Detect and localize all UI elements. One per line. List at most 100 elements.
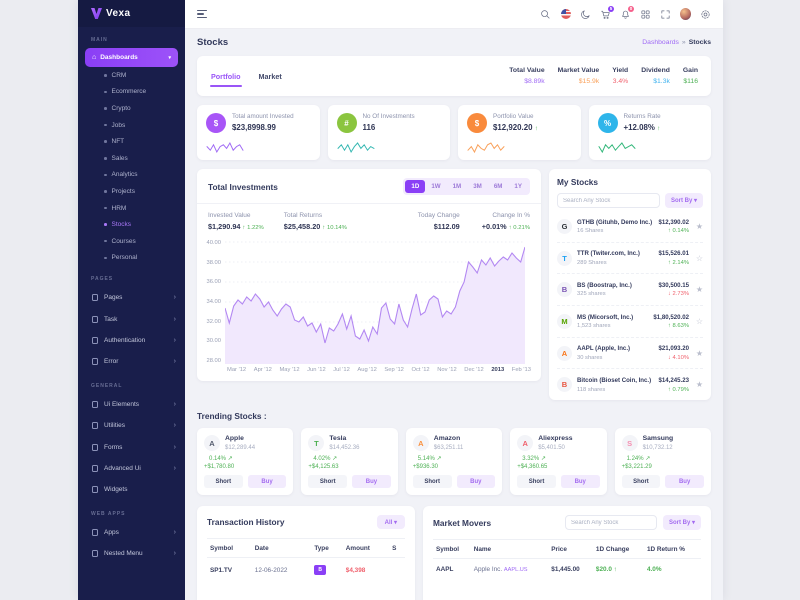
stock-row-aapl[interactable]: A AAPL (Apple, Inc.) $21,093.20 30 shares… xyxy=(557,338,703,370)
short-button[interactable]: Short xyxy=(621,475,661,489)
sidebar-item-widgets[interactable]: Widgets xyxy=(78,479,185,500)
stock-row-ttr[interactable]: T TTR (Twiter.com, Inc.) $15,526.01 289 S… xyxy=(557,243,703,275)
sidebar-item-dashboards[interactable]: ⌂ Dashboards ▾ xyxy=(85,48,178,67)
returns-rate-spark xyxy=(598,142,635,154)
sidebar-item-sales[interactable]: Sales xyxy=(78,150,185,167)
range-1d[interactable]: 1D xyxy=(405,180,426,193)
buy-button[interactable]: Buy xyxy=(247,475,287,489)
sidebar-item-projects[interactable]: Projects xyxy=(78,183,185,200)
sidebar-item-jobs[interactable]: Jobs xyxy=(78,117,185,134)
buy-button[interactable]: Buy xyxy=(665,475,704,489)
pages-icon xyxy=(92,294,98,302)
sidebar-item-apps[interactable]: Apps › xyxy=(78,522,185,543)
portfolio-value-spark xyxy=(467,142,505,154)
table-row[interactable]: SP1.TV 12-06-2022 B $4,398 xyxy=(210,565,366,576)
avatar[interactable] xyxy=(680,8,691,20)
bullet-icon xyxy=(104,223,107,226)
stat-dividend: Dividend $1.3k xyxy=(641,67,670,85)
kpi-no-of-investments: # No Of Investments 116 xyxy=(327,105,450,160)
sidebar-item-nested-menu[interactable]: Nested Menu › xyxy=(78,543,185,564)
stock-row-bs[interactable]: B BS (Boostrap, Inc.) $30,500.15 325 shar… xyxy=(557,274,703,307)
range-1w[interactable]: 1W xyxy=(431,183,441,190)
cart-badge: 5 xyxy=(608,5,614,12)
trending-card-tesla: T Tesla $14,452.36 4.02% ↗ +$4,125.63 Shor… xyxy=(301,428,398,496)
github-icon: G xyxy=(557,218,572,234)
moon-icon[interactable] xyxy=(580,9,591,20)
buy-button[interactable]: Buy xyxy=(560,475,600,489)
total-invested-spark xyxy=(206,141,244,154)
sidebar-item-pages[interactable]: Pages › xyxy=(78,287,185,308)
short-button[interactable]: Short xyxy=(308,475,348,489)
header-icons: 5 0 xyxy=(540,5,711,20)
table-row[interactable]: AAPL Apple Inc. AAPL.US $1,445.00 $20.0 … xyxy=(436,566,662,574)
stock-row-gthb[interactable]: G GTHB (Gituhb, Demo Inc.) $12,390.02 16 … xyxy=(557,211,703,243)
apps-grid-icon[interactable] xyxy=(640,9,651,20)
kpi-total-invested: $ Total amount Invested $23,8998.99 xyxy=(197,105,320,160)
sidebar-item-hrm[interactable]: HRM xyxy=(78,200,185,217)
range-1y[interactable]: 1Y xyxy=(514,183,522,190)
sidebar-item-ecommerce[interactable]: Ecommerce xyxy=(78,84,185,101)
app-logo[interactable]: Vexa xyxy=(78,0,185,27)
card-title: Market Movers xyxy=(433,517,492,528)
filter-all-button[interactable]: All ▾ xyxy=(376,515,405,530)
gear-icon[interactable] xyxy=(700,9,711,20)
tab-portfolio[interactable]: Portfolio xyxy=(210,68,242,87)
sort-by-button[interactable]: Sort By ▾ xyxy=(664,193,703,208)
sort-by-button[interactable]: Sort By ▾ xyxy=(662,515,701,531)
sidebar-item-crm[interactable]: CRM xyxy=(78,67,185,84)
favorite-star-icon[interactable]: ☆ xyxy=(695,316,703,326)
sidebar-item-task[interactable]: Task › xyxy=(78,309,185,330)
chevron-right-icon: › xyxy=(173,337,176,345)
trending-card-apple: A Apple $12,289.44 0.14% ↗ +$1,780.80 Shor… xyxy=(197,428,294,496)
short-button[interactable]: Short xyxy=(517,475,556,489)
short-button[interactable]: Short xyxy=(412,475,452,489)
breadcrumb: Dashboards» Stocks xyxy=(642,39,711,46)
type-badge: B xyxy=(314,565,326,576)
sidebar-item-personal[interactable]: Personal xyxy=(78,250,185,267)
lock-icon xyxy=(92,337,98,345)
sidebar-item-nft[interactable]: NFT xyxy=(78,133,185,150)
cart-icon[interactable]: 5 xyxy=(600,5,614,20)
sidebar-item-crypto[interactable]: Crypto xyxy=(78,100,185,117)
buy-button[interactable]: Buy xyxy=(456,475,496,489)
sidebar-item-courses[interactable]: Courses xyxy=(78,233,185,250)
range-3m[interactable]: 3M xyxy=(473,183,482,190)
favorite-star-icon[interactable]: ★ xyxy=(695,221,703,231)
sidebar-item-stocks[interactable]: Stocks xyxy=(78,216,185,233)
favorite-star-icon[interactable]: ★ xyxy=(695,380,703,390)
nested-menu-icon xyxy=(92,550,98,558)
sidebar-item-error[interactable]: Error › xyxy=(78,351,185,372)
language-flag-icon[interactable] xyxy=(560,9,571,20)
buy-button[interactable]: Buy xyxy=(352,475,391,489)
x-tick-label: Dec '12 xyxy=(464,367,484,373)
search-icon[interactable] xyxy=(540,9,551,20)
stock-row-ms[interactable]: M MS (Micorsoft, Inc.) $1,80,520.02 1,523… xyxy=(557,306,703,338)
stock-search-input[interactable] xyxy=(557,193,660,208)
menu-toggle-icon[interactable] xyxy=(197,9,207,19)
market-movers-search-input[interactable] xyxy=(564,515,657,531)
range-1m[interactable]: 1M xyxy=(452,183,462,190)
y-tick-label: 28.00 xyxy=(206,357,221,364)
sidebar-item-advanced-ui[interactable]: Advanced Ui › xyxy=(78,458,185,479)
favorite-star-icon[interactable]: ☆ xyxy=(695,253,703,263)
sidebar-item-utilities[interactable]: Utilities › xyxy=(78,415,185,436)
sidebar-item-ui-elements[interactable]: Ui Elements › xyxy=(78,394,185,415)
chevron-right-icon: › xyxy=(173,294,176,302)
favorite-star-icon[interactable]: ★ xyxy=(695,348,703,358)
fullscreen-icon[interactable] xyxy=(660,9,671,20)
percent-icon: % xyxy=(597,113,618,133)
chevron-right-icon: › xyxy=(173,400,176,408)
short-button[interactable]: Short xyxy=(204,475,243,489)
tab-market[interactable]: Market xyxy=(258,71,282,81)
sidebar-item-forms[interactable]: Forms › xyxy=(78,436,185,457)
sidebar-item-analytics[interactable]: Analytics xyxy=(78,167,185,184)
breadcrumb-parent[interactable]: Dashboards xyxy=(642,39,679,46)
count-icon: # xyxy=(336,113,357,133)
favorite-star-icon[interactable]: ★ xyxy=(695,285,703,295)
range-6m[interactable]: 6M xyxy=(493,183,503,190)
twitter-icon: T xyxy=(557,250,572,266)
stock-row-bitcoin[interactable]: B Bitcoin (Bioset Coin, Inc.) $14,245.23 … xyxy=(557,369,703,400)
sidebar-item-authentication[interactable]: Authentication › xyxy=(78,330,185,351)
bell-icon[interactable]: 0 xyxy=(620,5,634,20)
chevron-right-icon: › xyxy=(173,358,176,366)
